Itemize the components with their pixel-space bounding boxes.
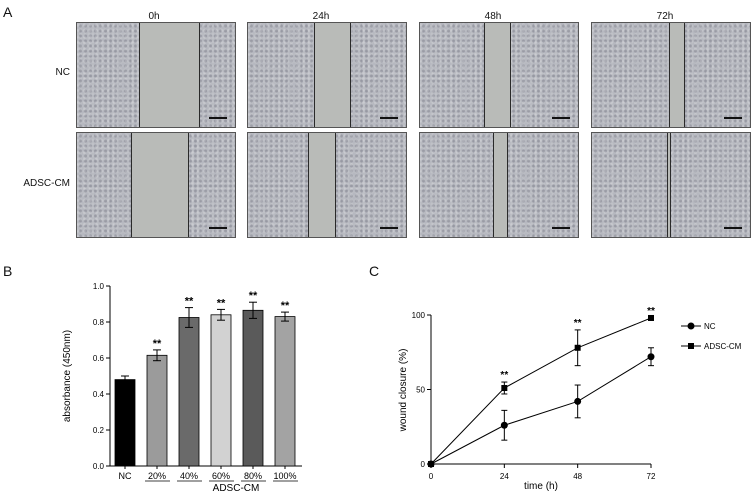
x-tick-label: 60% xyxy=(212,471,230,481)
group-label: ADSC-CM xyxy=(213,483,260,494)
y-tick-label: 0.0 xyxy=(93,462,105,471)
scale-bar xyxy=(724,117,742,119)
significance-marker: ** xyxy=(647,306,655,317)
x-tick-label: 40% xyxy=(180,471,198,481)
data-point-ADSC-CM xyxy=(501,385,508,392)
x-tick-label: 80% xyxy=(244,471,262,481)
bar-40% xyxy=(178,317,200,467)
time-label-24h: 24h xyxy=(312,11,330,22)
data-point-NC xyxy=(647,353,655,361)
y-tick-label: 100 xyxy=(412,311,426,320)
x-tick-label: NC xyxy=(119,471,132,481)
y-tick-label: 0 xyxy=(421,460,426,469)
legend-marker xyxy=(688,343,694,349)
legend-marker xyxy=(687,322,695,330)
line-chart-wound-closure: 0 50 100 0 24 48 72 ** ** ** NC ADSC-CM wound clo… xyxy=(398,306,742,492)
series-line-NC xyxy=(430,356,652,465)
x-tick-label: 100% xyxy=(273,471,296,481)
data-point-NC xyxy=(574,397,582,405)
scale-bar xyxy=(552,117,570,119)
y-tick-label: 50 xyxy=(416,386,425,395)
scale-bar xyxy=(552,227,570,229)
y-tick-label: 0.2 xyxy=(93,426,105,435)
scale-bar xyxy=(209,117,227,119)
micrograph-nc-72h xyxy=(591,22,751,128)
micrograph-nc-48h xyxy=(419,22,579,128)
row-label-nc: NC xyxy=(55,67,70,78)
bar-80% xyxy=(242,309,264,467)
micrograph-adsc-cm-48h xyxy=(419,132,579,238)
significance-marker: ** xyxy=(249,290,258,302)
significance-marker: ** xyxy=(574,318,582,329)
panel-label-a: A xyxy=(3,4,13,20)
data-point-ADSC-CM xyxy=(428,461,434,467)
y-tick-label: 0.8 xyxy=(93,318,105,327)
micrograph-nc-0h xyxy=(76,22,236,128)
bar-chart-absorbance: 0.0 0.2 0.4 0.6 0.8 1.0 NC 20% 40% 60% 80% 100% ** *… xyxy=(62,282,302,494)
significance-marker: ** xyxy=(153,338,162,350)
legend-label: NC xyxy=(704,322,716,331)
scale-bar xyxy=(209,227,227,229)
row-label-adsc-cm: ADSC-CM xyxy=(23,178,70,189)
micrograph-adsc-cm-72h xyxy=(591,132,751,238)
time-label-48h: 48h xyxy=(484,11,502,22)
micrograph-nc-24h xyxy=(247,22,407,128)
panel-label-b: B xyxy=(3,263,13,279)
scale-bar xyxy=(380,117,398,119)
significance-marker: ** xyxy=(217,297,226,309)
x-tick-label: 72 xyxy=(647,472,656,481)
y-tick-label: 0.6 xyxy=(93,354,105,363)
data-point-ADSC-CM xyxy=(574,344,581,351)
bar-20% xyxy=(146,354,168,467)
x-axis-label: time (h) xyxy=(524,481,558,492)
time-label-72h: 72h xyxy=(656,11,674,22)
micrograph-adsc-cm-24h xyxy=(247,132,407,238)
scale-bar xyxy=(724,227,742,229)
data-point-ADSC-CM xyxy=(648,314,654,321)
legend-label: ADSC-CM xyxy=(704,342,742,351)
significance-marker: ** xyxy=(281,300,290,312)
y-axis-label: wound closure (%) xyxy=(398,349,409,433)
micrograph-adsc-cm-0h xyxy=(76,132,236,238)
bar-NC xyxy=(114,379,136,467)
bar-60% xyxy=(210,314,232,467)
y-tick-label: 1.0 xyxy=(93,282,105,291)
x-tick-label: 0 xyxy=(429,472,434,481)
y-tick-label: 0.4 xyxy=(93,390,105,399)
significance-marker: ** xyxy=(185,296,194,308)
significance-marker: ** xyxy=(500,370,508,381)
bar-100% xyxy=(274,316,296,467)
series-line-ADSC-CM xyxy=(430,317,652,465)
scale-bar xyxy=(380,227,398,229)
x-tick-label: 24 xyxy=(500,472,509,481)
x-tick-label: 20% xyxy=(148,471,166,481)
y-axis-label: absorbance (450nm) xyxy=(62,330,73,422)
data-point-NC xyxy=(500,421,508,429)
panel-label-c: C xyxy=(369,263,380,279)
time-label-0h: 0h xyxy=(148,11,160,22)
x-tick-label: 48 xyxy=(573,472,582,481)
